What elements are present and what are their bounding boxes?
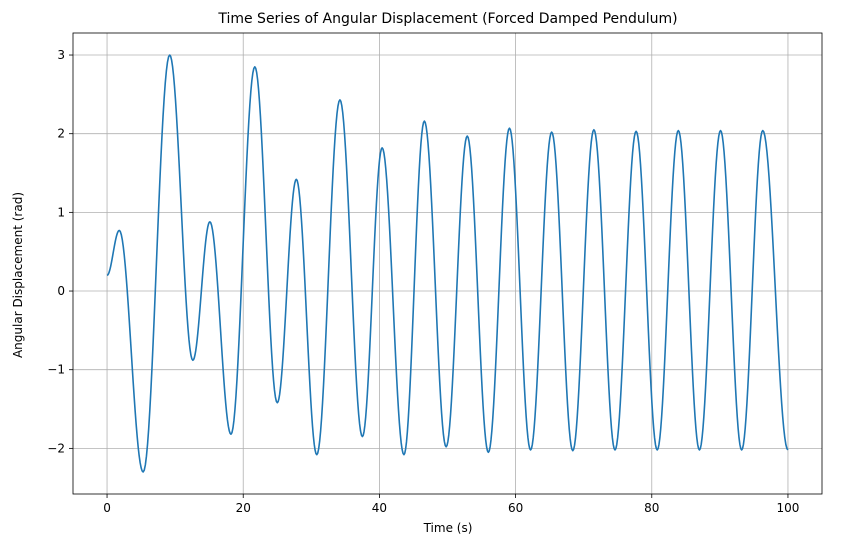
x-tick-label: 80 [644,501,659,515]
chart-title: Time Series of Angular Displacement (For… [217,11,677,27]
y-tick-label: 3 [57,48,65,62]
y-axis-label: Angular Displacement (rad) [11,192,25,358]
plot-frame [72,32,823,495]
x-tick-label: 100 [777,501,800,515]
y-tick-label: 1 [57,205,65,219]
y-tick-label: −1 [47,363,65,377]
x-tick-label: 20 [236,501,251,515]
x-tick-label: 60 [508,501,523,515]
ticks: 0 20 40 60 80 100 −2 −1 0 1 2 3 [47,48,799,515]
x-tick-label: 0 [103,501,111,515]
plot-area [106,54,789,473]
y-tick-label: 0 [57,284,65,298]
series-line [106,54,789,473]
x-tick-label: 40 [372,501,387,515]
grid [73,33,822,494]
y-tick-label: −2 [47,441,65,455]
x-axis-label: Time (s) [423,521,473,535]
y-tick-label: 2 [57,127,65,141]
